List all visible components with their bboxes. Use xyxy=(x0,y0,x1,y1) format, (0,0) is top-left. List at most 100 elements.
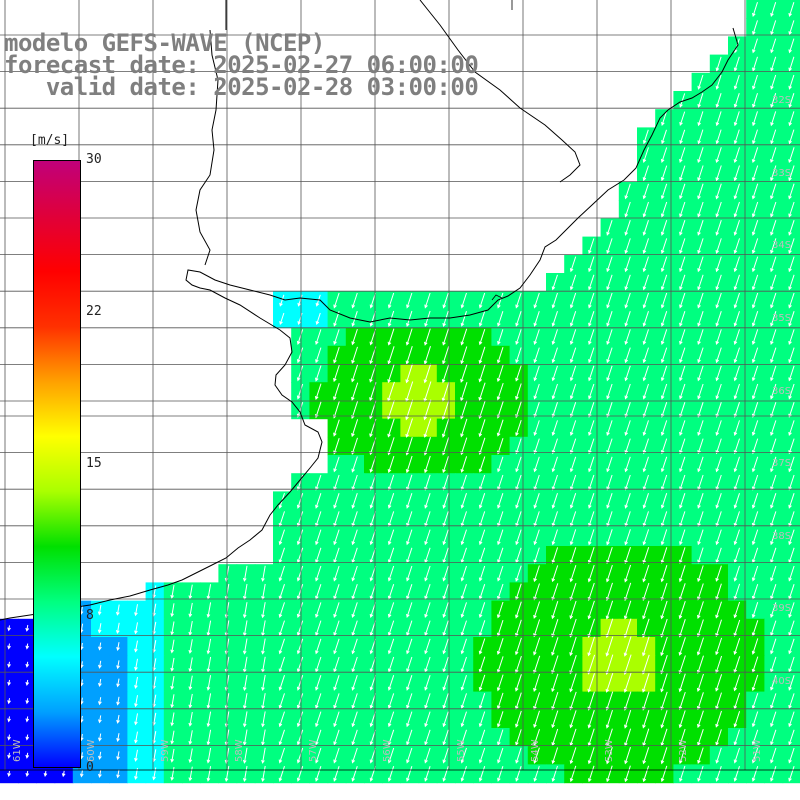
wind-arrow xyxy=(715,183,722,200)
wind-arrow xyxy=(679,311,686,327)
wind-arrow xyxy=(188,584,193,600)
wind-arrow xyxy=(660,565,668,583)
wind-arrow xyxy=(751,693,759,710)
wind-arrow xyxy=(188,639,193,654)
wind-arrow xyxy=(569,365,577,382)
wind-arrow xyxy=(406,565,413,582)
wind-arrow xyxy=(788,238,795,255)
title-model: modelo GEFS-WAVE (NCEP) xyxy=(4,29,325,57)
wind-arrow xyxy=(533,673,541,693)
wind-arrow xyxy=(424,747,431,764)
wind-arrow xyxy=(351,675,358,691)
wind-arrow xyxy=(333,675,340,691)
wind-arrow xyxy=(315,602,322,619)
wind-arrow xyxy=(278,602,285,619)
wind-arrow xyxy=(770,183,777,200)
wind-arrow xyxy=(733,674,741,692)
wind-arrow xyxy=(424,638,431,655)
wind-arrow xyxy=(424,529,431,546)
wind-arrow xyxy=(642,564,650,583)
wind-arrow xyxy=(642,456,649,473)
wind-arrow xyxy=(460,729,467,746)
wind-arrow xyxy=(533,765,540,782)
wind-arrow xyxy=(278,565,285,582)
wind-arrow xyxy=(116,714,120,724)
wind-arrow xyxy=(25,624,30,632)
wind-arrow xyxy=(333,383,340,401)
wind-arrow xyxy=(406,729,413,746)
wind-arrow xyxy=(478,693,486,710)
wind-arrow xyxy=(405,328,413,346)
wind-arrow xyxy=(496,364,504,383)
wind-arrow xyxy=(624,493,631,509)
wind-arrow xyxy=(314,383,322,400)
wind-arrow xyxy=(478,419,486,438)
wind-arrow xyxy=(715,129,722,145)
wind-arrow xyxy=(442,766,449,782)
wind-arrow xyxy=(624,529,631,546)
wind-arrow xyxy=(387,565,395,582)
wind-arrow xyxy=(533,529,540,546)
wind-arrow xyxy=(588,238,595,255)
wind-arrow xyxy=(278,529,285,546)
wind-arrow xyxy=(460,693,467,710)
wind-arrow xyxy=(679,765,686,782)
wind-arrow xyxy=(134,676,138,690)
wind-arrow xyxy=(660,292,668,309)
wind-arrow xyxy=(715,238,722,255)
wind-arrow xyxy=(278,675,285,691)
wind-arrow xyxy=(751,729,759,746)
wind-arrow xyxy=(679,493,686,509)
wind-arrow xyxy=(770,20,777,36)
wind-arrow xyxy=(478,292,486,309)
wind-arrow xyxy=(569,256,577,273)
wind-arrow xyxy=(660,201,668,218)
lon-label-57w: 57W xyxy=(308,739,319,762)
colorbar xyxy=(33,160,81,768)
wind-arrow xyxy=(460,346,468,365)
wind-arrow xyxy=(387,675,395,691)
wind-arrow xyxy=(387,602,395,619)
wind-arrow xyxy=(333,456,340,473)
wind-arrow xyxy=(751,674,759,692)
wind-arrow xyxy=(333,602,340,619)
wind-arrow xyxy=(188,693,193,709)
wind-arrow xyxy=(752,74,758,90)
wind-arrow xyxy=(7,716,11,723)
wind-arrow xyxy=(478,493,486,509)
wind-arrow xyxy=(569,420,577,437)
wind-arrow xyxy=(98,733,102,742)
wind-arrow xyxy=(660,765,668,783)
wind-arrow xyxy=(170,621,175,636)
wind-arrow xyxy=(697,565,704,583)
wind-arrow xyxy=(697,129,704,145)
wind-arrow xyxy=(116,769,120,779)
wind-arrow xyxy=(679,183,686,200)
wind-arrow xyxy=(642,691,650,711)
border-line xyxy=(195,0,581,266)
wind-arrow xyxy=(733,383,740,400)
wind-arrow xyxy=(116,751,120,761)
wind-arrow xyxy=(533,655,541,674)
wind-arrow xyxy=(423,346,431,365)
wind-arrow xyxy=(497,747,504,764)
wind-arrow xyxy=(478,529,486,546)
wind-arrow xyxy=(679,292,686,309)
wind-arrow xyxy=(660,274,668,291)
lon-label-59w: 59W xyxy=(160,739,171,762)
wind-arrow xyxy=(624,238,631,255)
wind-arrow xyxy=(424,292,431,309)
wind-arrow xyxy=(533,456,540,473)
wind-arrow xyxy=(515,637,522,656)
wind-arrow xyxy=(406,493,413,509)
wind-arrow xyxy=(623,672,632,693)
wind-arrow xyxy=(406,474,413,491)
wind-arrow xyxy=(696,619,704,638)
wind-arrow xyxy=(642,600,650,620)
wind-arrow xyxy=(733,729,740,746)
wind-arrow xyxy=(715,766,722,782)
wind-arrow xyxy=(387,529,395,546)
wind-arrow xyxy=(588,493,595,509)
wind-arrow xyxy=(460,364,468,383)
wind-arrow xyxy=(296,766,304,782)
